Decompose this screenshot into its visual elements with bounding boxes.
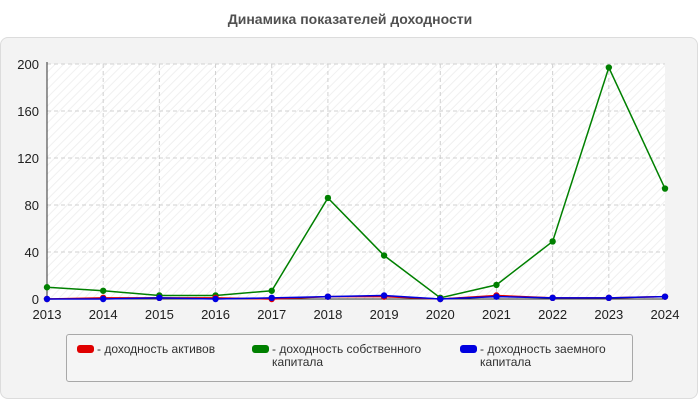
legend-swatch-borrowed [460, 345, 477, 353]
data-point-1 [43, 284, 51, 291]
chart-title: Динамика показателей доходности [227, 11, 473, 27]
y-tick-label: 200 [17, 57, 39, 72]
data-point-1 [324, 194, 332, 202]
data-point-1 [268, 287, 275, 294]
data-point-1 [493, 281, 500, 289]
x-tick-label: 2017 [257, 307, 286, 322]
legend-swatch-assets [77, 345, 94, 353]
data-point-2 [605, 294, 613, 302]
data-point-2 [156, 294, 163, 302]
legend-item-assets[interactable]: - доходность активов [77, 343, 247, 356]
x-tick-label: 2024 [651, 307, 680, 322]
legend: - доходность активов - доходность собств… [66, 334, 633, 382]
y-tick-label: 160 [17, 104, 39, 119]
legend-item-equity[interactable]: - доходность собственного капитала [252, 343, 452, 369]
grid [47, 63, 665, 299]
data-point-1 [661, 185, 669, 192]
data-point-1 [380, 252, 388, 259]
data-point-2 [661, 293, 669, 300]
x-tick-label: 2018 [313, 307, 342, 322]
y-tick-label: 120 [17, 151, 39, 166]
y-tick-label: 0 [32, 292, 39, 307]
series-line-2 [47, 294, 666, 300]
data-point-1 [549, 238, 556, 245]
data-point-2 [549, 294, 556, 302]
x-tick-label: 2021 [482, 307, 511, 322]
y-tick-label: 80 [25, 198, 39, 213]
data-point-1 [605, 64, 613, 71]
plot-area [47, 64, 665, 299]
x-tick-label: 2016 [201, 307, 230, 322]
legend-label-equity: - доходность собственного капитала [272, 342, 422, 369]
axes: 0 40 80 120 160 200 2013 2014 2015 2016 2017 2018 20… [17, 57, 679, 322]
data-point-2 [99, 295, 107, 303]
x-tick-label: 2013 [33, 307, 62, 322]
series-line-1 [46, 65, 666, 299]
data-point-2 [43, 295, 51, 303]
data-point-2 [493, 293, 500, 300]
x-tick-label: 2014 [89, 307, 118, 322]
legend-item-borrowed[interactable]: - доходность заемного капитала [460, 343, 625, 369]
data-point-2 [268, 294, 275, 302]
data-point-2 [212, 295, 219, 303]
legend-label-borrowed: - доходность заемного капитала [480, 342, 606, 369]
data-point-2 [324, 293, 332, 300]
y-tick-label: 40 [25, 245, 39, 260]
data-point-2 [380, 292, 388, 299]
series [43, 64, 669, 303]
data-point-1 [99, 287, 107, 294]
data-point-2 [437, 295, 444, 303]
x-tick-label: 2019 [370, 307, 399, 322]
x-tick-label: 2022 [538, 307, 567, 322]
legend-swatch-equity [252, 345, 269, 353]
x-tick-label: 2020 [426, 307, 455, 322]
x-tick-label: 2023 [594, 307, 623, 322]
x-tick-label: 2015 [145, 307, 174, 322]
legend-label-assets: - доходность активов [97, 342, 216, 356]
